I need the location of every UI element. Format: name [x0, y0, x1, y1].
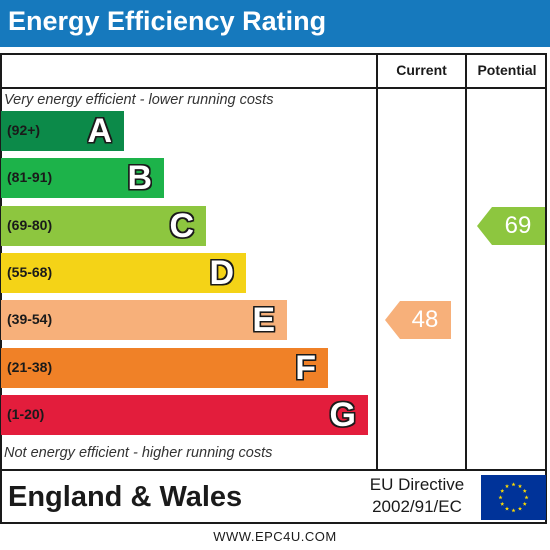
- current-rating-arrow: 48: [385, 301, 451, 339]
- band-letter: G: [329, 396, 356, 434]
- flag-star: [504, 484, 510, 489]
- band-letter: A: [87, 112, 112, 150]
- divider-current: [376, 53, 378, 471]
- band-range-label: (81-91): [7, 169, 53, 185]
- band-range-label: (69-80): [7, 217, 53, 233]
- band-letter: F: [295, 349, 316, 387]
- current-arrow-shape: [385, 301, 451, 339]
- flag-star: [522, 501, 527, 506]
- flag-star: [524, 495, 529, 500]
- header-divider: [0, 87, 547, 89]
- directive-line1: EU Directive: [369, 475, 465, 494]
- band-letter: C: [169, 207, 194, 245]
- bottom-note: Not energy efficient - higher running co…: [4, 445, 273, 461]
- flag-star: [517, 484, 523, 489]
- potential-rating-arrow: 69: [477, 207, 545, 245]
- band-e: (39-54) E: [1, 300, 287, 340]
- band-b: (81-91) B: [1, 158, 164, 198]
- current-column-header: Current: [396, 62, 447, 78]
- potential-arrow-shape: [477, 207, 545, 245]
- eu-flag-icon: [481, 475, 546, 520]
- flag-star: [511, 482, 516, 487]
- top-note: Very energy efficient - lower running co…: [4, 92, 274, 108]
- footer-divider: [0, 469, 547, 471]
- flag-star: [504, 506, 510, 511]
- divider-potential: [465, 53, 467, 471]
- band-range-label: (21-38): [7, 359, 53, 375]
- band-range-label: (1-20): [7, 406, 45, 422]
- chart-title: Energy Efficiency Rating: [8, 6, 327, 36]
- potential-rating-value: 69: [504, 212, 532, 239]
- band-letter: E: [252, 301, 275, 339]
- flag-star: [517, 506, 523, 511]
- band-range-label: (55-68): [7, 264, 53, 280]
- current-rating-value: 48: [411, 306, 439, 333]
- band-a: (92+) A: [1, 111, 124, 151]
- band-letter: D: [209, 254, 234, 292]
- band-letter: B: [127, 159, 152, 197]
- directive-line2: 2002/91/EC: [372, 497, 462, 516]
- region-label: England & Wales: [8, 481, 243, 513]
- band-c: (69-80) C: [1, 206, 206, 246]
- band-d: (55-68) D: [1, 253, 246, 293]
- flag-star: [500, 488, 505, 493]
- flag-star: [522, 488, 527, 493]
- band-g: (1-20) G: [1, 395, 368, 435]
- flag-star: [498, 495, 503, 500]
- flag-star: [511, 508, 516, 513]
- header-bar: Energy Efficiency Rating: [0, 0, 550, 47]
- website-url: WWW.EPC4U.COM: [213, 529, 337, 544]
- band-range-label: (39-54): [7, 311, 53, 327]
- band-f: (21-38) F: [1, 348, 328, 388]
- flag-star: [500, 501, 505, 506]
- potential-column-header: Potential: [477, 62, 537, 78]
- band-range-label: (92+): [7, 122, 41, 138]
- eu-directive: EU Directive 2002/91/EC: [360, 474, 474, 518]
